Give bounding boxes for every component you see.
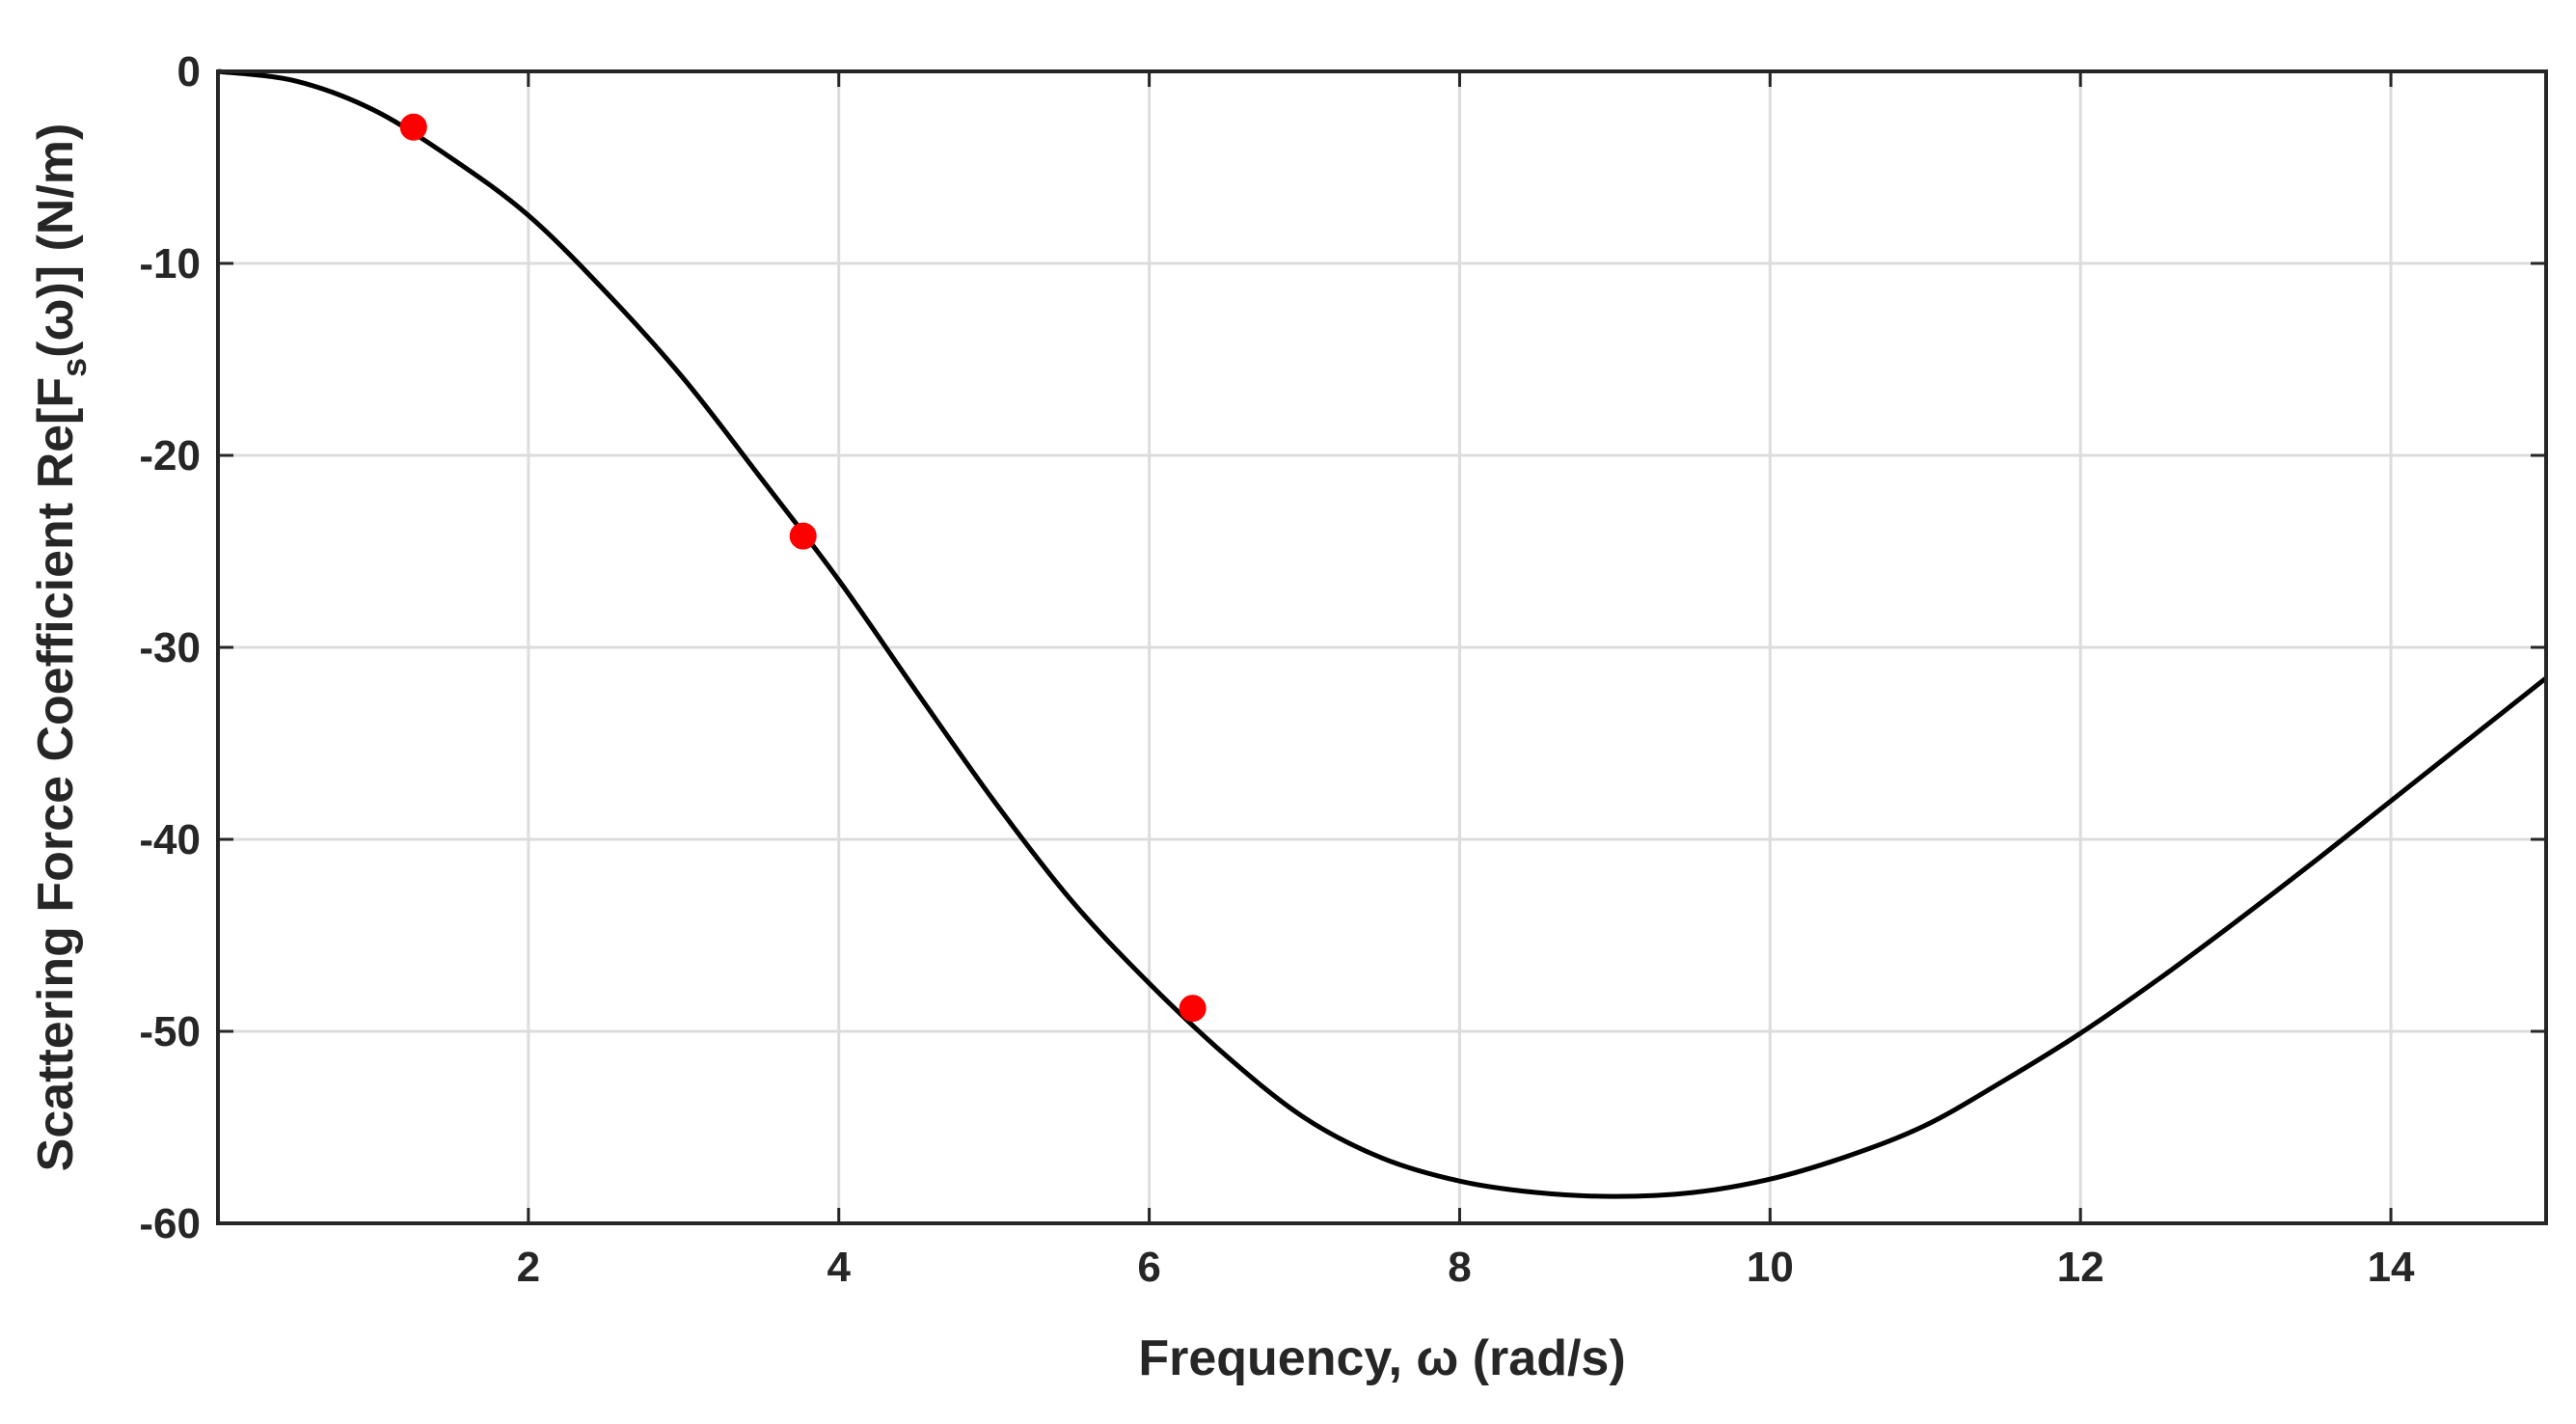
y-tick-label: -10: [139, 240, 201, 288]
series-line: [217, 68, 2548, 1199]
data-point-marker: [789, 522, 817, 550]
x-tick-label: 12: [2057, 1244, 2104, 1291]
x-tick-label: 4: [827, 1244, 851, 1291]
data-point-marker: [1179, 995, 1207, 1023]
x-axis-label: Frequency, ω (rad/s): [1138, 1330, 1625, 1386]
data-point-marker: [399, 113, 427, 141]
y-tick-label: 0: [177, 48, 201, 96]
grid: [218, 69, 2546, 1225]
x-tick-label: 14: [2368, 1244, 2415, 1291]
y-tick-label: -40: [139, 816, 201, 863]
x-tick-label: 8: [1448, 1244, 1471, 1291]
x-tick-label: 6: [1137, 1244, 1160, 1291]
y-tick-labels: 0 -10 -20 -30 -40 -50 -60: [139, 48, 201, 1247]
y-axis-label-prefix: Scattering Force Coefficient Re[F: [28, 377, 84, 1171]
y-tick-label: -60: [139, 1200, 201, 1247]
x-tick-labels: 2 4 6 8 10 12 14: [517, 1244, 2415, 1291]
y-axis-label-suffix: (ω)] (N/m): [28, 123, 84, 358]
tick-marks: [218, 69, 2546, 1225]
series-markers-group: [399, 113, 1207, 1023]
x-tick-label: 10: [1747, 1244, 1794, 1291]
x-tick-label: 2: [517, 1244, 540, 1291]
y-axis-label-subscript: s: [54, 358, 94, 377]
y-axis-label: Scattering Force Coefficient Re[Fs(ω)] (…: [28, 123, 94, 1172]
y-tick-label: -20: [139, 432, 201, 479]
y-tick-label: -50: [139, 1008, 201, 1055]
series-curve-group: [217, 68, 2548, 1199]
y-tick-label: -30: [139, 624, 201, 671]
